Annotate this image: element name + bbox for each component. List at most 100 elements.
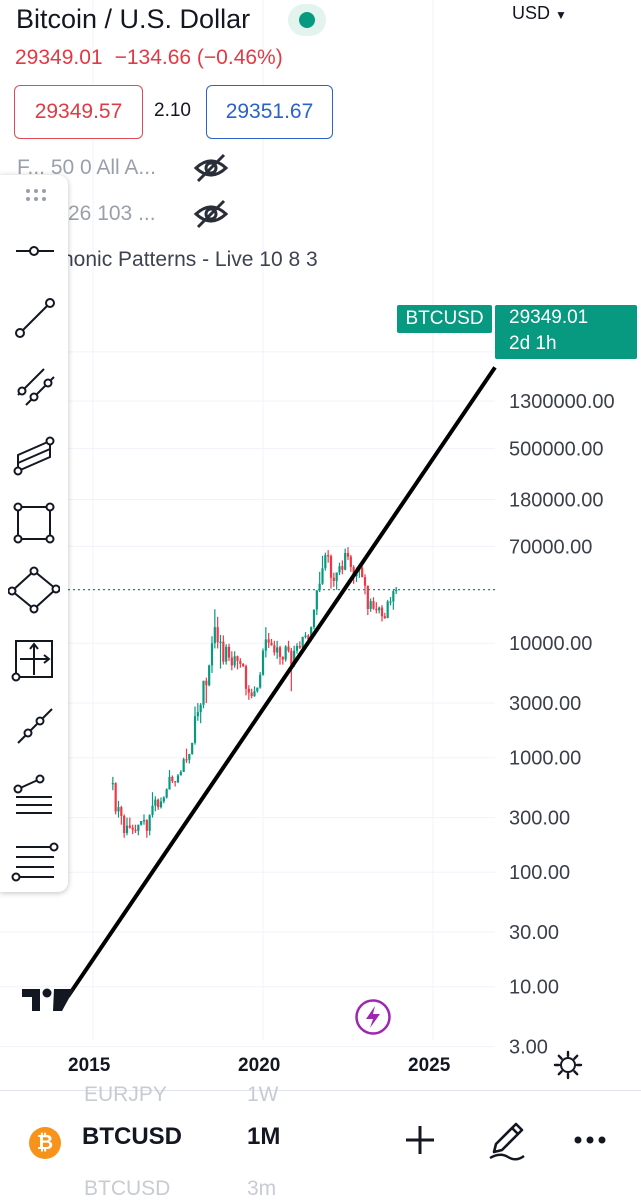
price-axis-label: 10000.00 bbox=[509, 633, 592, 655]
candle bbox=[372, 597, 375, 610]
currency-selector[interactable]: USD ▼ bbox=[512, 3, 567, 24]
buy-button[interactable]: 29351.67 bbox=[206, 85, 333, 139]
indicator-legend-2[interactable]: 26 103 ... bbox=[68, 202, 156, 225]
fib-fan-icon[interactable] bbox=[8, 769, 60, 821]
candle bbox=[196, 703, 199, 721]
candle bbox=[219, 634, 222, 669]
candle bbox=[159, 797, 163, 809]
tradingview-logo-icon bbox=[22, 988, 74, 1011]
candle bbox=[298, 641, 301, 649]
candle bbox=[154, 796, 157, 812]
price-axis-label: 30.00 bbox=[509, 922, 559, 944]
candle bbox=[261, 648, 265, 676]
interval-selector[interactable]: 1M bbox=[247, 1123, 281, 1150]
candle bbox=[270, 638, 273, 646]
price-axis-label: 300.00 bbox=[509, 808, 570, 830]
lightning-icon[interactable] bbox=[354, 998, 392, 1036]
gear-icon[interactable] bbox=[553, 1050, 583, 1080]
candle bbox=[335, 572, 338, 590]
symbol-selector[interactable]: BTCUSD bbox=[82, 1123, 182, 1150]
price-quote: 29349.01 −134.66 (−0.46%) bbox=[15, 46, 295, 70]
long-position-icon[interactable] bbox=[8, 633, 60, 685]
candle bbox=[171, 775, 174, 784]
candle bbox=[301, 636, 304, 649]
parallel-channel-icon[interactable] bbox=[8, 429, 60, 481]
price-axis-label: 3000.00 bbox=[509, 693, 581, 715]
candle bbox=[346, 547, 350, 561]
price-axis-label: 1300000.00 bbox=[509, 391, 615, 413]
candle bbox=[375, 602, 378, 614]
price-axis-label: 3.00 bbox=[509, 1037, 548, 1059]
pencil-icon[interactable] bbox=[486, 1118, 528, 1162]
rotated-rectangle-icon[interactable] bbox=[8, 565, 60, 617]
parallel-lines-icon[interactable] bbox=[8, 361, 60, 413]
price-axis-label: 100.00 bbox=[509, 862, 570, 884]
prev-watchlist-item[interactable]: EURJPY bbox=[84, 1083, 167, 1106]
horizontal-ray-icon[interactable] bbox=[8, 225, 60, 277]
currency-label: USD bbox=[512, 3, 551, 23]
symbol-title[interactable]: Bitcoin / U.S. Dollar bbox=[16, 4, 251, 34]
price-axis-label: 70000.00 bbox=[509, 536, 592, 558]
next-watchlist-item[interactable]: BTCUSD bbox=[84, 1177, 171, 1200]
candle bbox=[162, 796, 165, 804]
candle bbox=[239, 658, 242, 668]
fib-retracement-icon[interactable] bbox=[8, 837, 60, 889]
candle bbox=[386, 599, 389, 619]
candle bbox=[383, 612, 386, 619]
candle bbox=[378, 606, 381, 614]
harmonic-patterns-label[interactable]: nonic Patterns - Live 10 8 3 bbox=[62, 248, 318, 271]
price-axis-label: 500000.00 bbox=[509, 439, 604, 461]
rectangle-icon[interactable] bbox=[8, 497, 60, 549]
time-axis-label: 2025 bbox=[408, 1055, 451, 1076]
candle bbox=[205, 677, 208, 704]
candle bbox=[165, 788, 168, 799]
candle bbox=[287, 640, 290, 653]
more-icon[interactable] bbox=[572, 1130, 608, 1150]
candle bbox=[267, 632, 270, 648]
candle bbox=[142, 814, 146, 825]
candle bbox=[363, 574, 367, 595]
candle bbox=[148, 814, 151, 836]
candle bbox=[284, 645, 287, 662]
candle bbox=[114, 782, 117, 815]
trend-line-icon[interactable] bbox=[8, 293, 60, 345]
drag-handle-icon[interactable] bbox=[8, 181, 60, 211]
eye-hidden-icon[interactable] bbox=[193, 152, 229, 184]
candle bbox=[151, 792, 154, 818]
candle bbox=[230, 651, 233, 671]
candle bbox=[199, 703, 202, 724]
sell-button[interactable]: 29349.57 bbox=[14, 85, 143, 139]
candle bbox=[276, 640, 279, 659]
candle bbox=[259, 672, 262, 689]
candle bbox=[253, 686, 256, 697]
bar-countdown: 2d 1h bbox=[509, 333, 557, 354]
candle bbox=[369, 598, 372, 612]
candle bbox=[321, 555, 324, 585]
candle bbox=[125, 817, 129, 836]
candle bbox=[273, 640, 276, 656]
market-status-dot-icon[interactable] bbox=[288, 4, 326, 36]
candle bbox=[222, 635, 225, 665]
candle bbox=[216, 616, 219, 649]
candle bbox=[140, 821, 143, 826]
candle bbox=[312, 609, 316, 630]
candle bbox=[295, 643, 299, 654]
eye-hidden-icon[interactable] bbox=[193, 198, 229, 230]
spread-value: 2.10 bbox=[154, 100, 191, 121]
trend-line-drawing bbox=[66, 366, 497, 998]
candle bbox=[341, 560, 344, 575]
price-axis-label: 180000.00 bbox=[509, 489, 604, 511]
path-icon[interactable] bbox=[8, 701, 60, 753]
candle bbox=[244, 664, 248, 696]
chevron-down-icon: ▼ bbox=[555, 8, 567, 22]
next-watchlist-interval: 3m bbox=[247, 1177, 277, 1200]
candle bbox=[179, 770, 182, 776]
chart-grid bbox=[0, 0, 495, 1154]
plus-icon[interactable] bbox=[402, 1122, 438, 1158]
candle bbox=[392, 589, 395, 610]
indicator-legend-1[interactable]: F... 50 0 All A... bbox=[17, 156, 156, 179]
candle bbox=[176, 774, 180, 784]
candle bbox=[250, 688, 253, 699]
candle bbox=[366, 585, 369, 616]
